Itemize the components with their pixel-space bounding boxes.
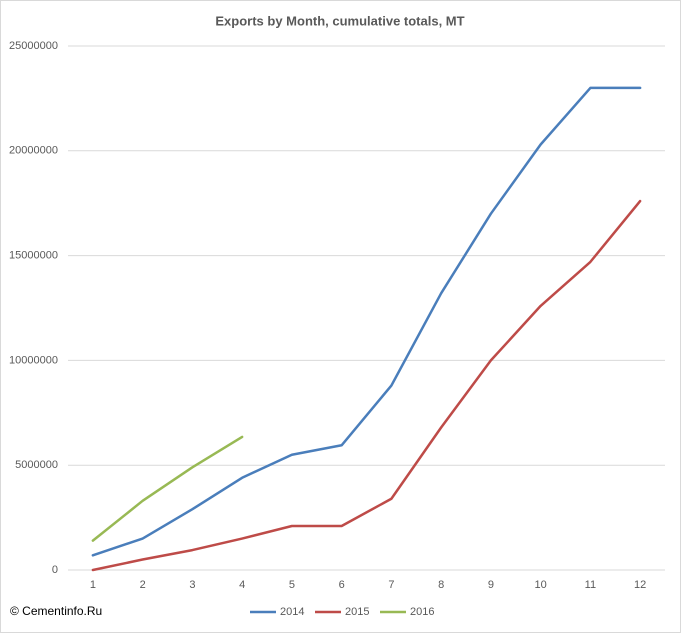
x-tick-label: 1 [90, 579, 96, 591]
x-tick-label: 12 [634, 579, 646, 591]
y-tick-label: 5000000 [15, 459, 58, 471]
x-tick-label: 7 [388, 579, 394, 591]
x-tick-label: 2 [140, 579, 146, 591]
chart-title: Exports by Month, cumulative totals, MT [215, 13, 464, 28]
x-tick-label: 11 [585, 579, 596, 591]
x-tick-label: 4 [239, 579, 245, 591]
x-tick-label: 10 [535, 579, 547, 591]
series-line [91, 86, 642, 557]
legend-label: 2015 [345, 606, 369, 618]
y-tick-label: 20000000 [9, 145, 58, 157]
y-tick-label: 10000000 [9, 354, 58, 366]
x-tick-label: 5 [289, 579, 295, 591]
legend-label: 2016 [410, 606, 434, 618]
y-tick-label: 25000000 [9, 40, 58, 52]
x-tick-label: 3 [189, 579, 195, 591]
y-tick-label: 0 [52, 564, 58, 576]
watermark: © Cementinfo.Ru [10, 604, 102, 618]
x-tick-label: 9 [488, 579, 494, 591]
y-tick-label: 15000000 [9, 250, 58, 262]
legend-label: 2014 [280, 606, 304, 618]
series-line [91, 435, 244, 542]
series-line [91, 199, 642, 572]
x-tick-label: 6 [339, 579, 345, 591]
x-tick-label: 8 [438, 579, 444, 591]
